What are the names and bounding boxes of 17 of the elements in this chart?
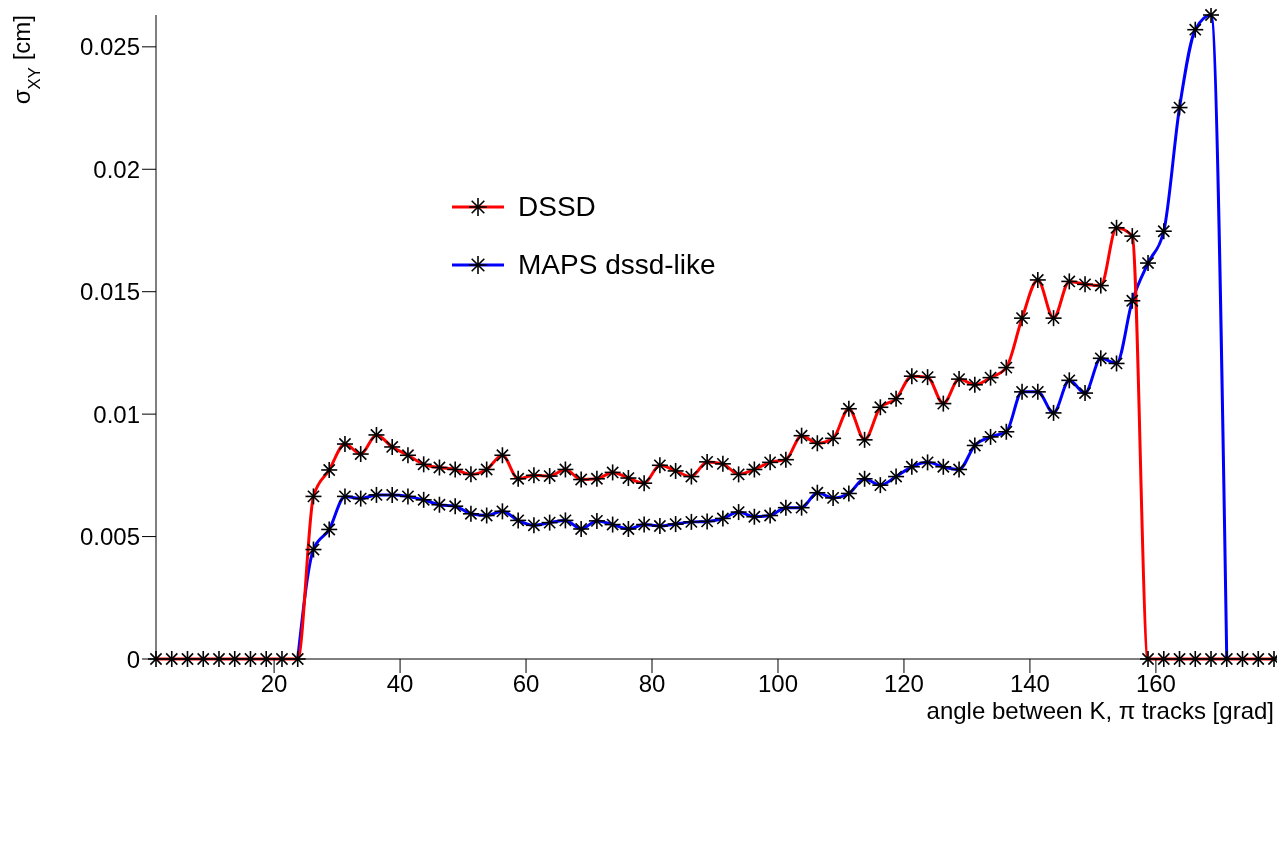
x-tick-label: 60 bbox=[512, 670, 540, 698]
y-tick-label: 0.015 bbox=[79, 278, 140, 306]
legend-label: DSSD bbox=[518, 191, 596, 223]
y-tick-label: 0.005 bbox=[79, 523, 140, 551]
x-tick-label: 120 bbox=[883, 670, 924, 698]
x-tick-label: 100 bbox=[757, 670, 799, 698]
y-tick-label: 0.02 bbox=[93, 155, 140, 183]
x-tick-label: 80 bbox=[638, 670, 666, 698]
x-tick-label: 160 bbox=[1135, 670, 1176, 698]
y-tick-label: 0.025 bbox=[79, 33, 140, 61]
y-tick-label: 0 bbox=[126, 645, 140, 673]
legend-label: MAPS dssd-like bbox=[518, 249, 716, 281]
x-tick-label: 140 bbox=[1009, 670, 1050, 698]
y-tick-label: 0.01 bbox=[93, 400, 140, 428]
x-axis-title: angle between K, π tracks [grad] bbox=[926, 697, 1274, 724]
x-tick-label: 40 bbox=[386, 670, 414, 698]
x-tick-label: 20 bbox=[260, 670, 288, 698]
